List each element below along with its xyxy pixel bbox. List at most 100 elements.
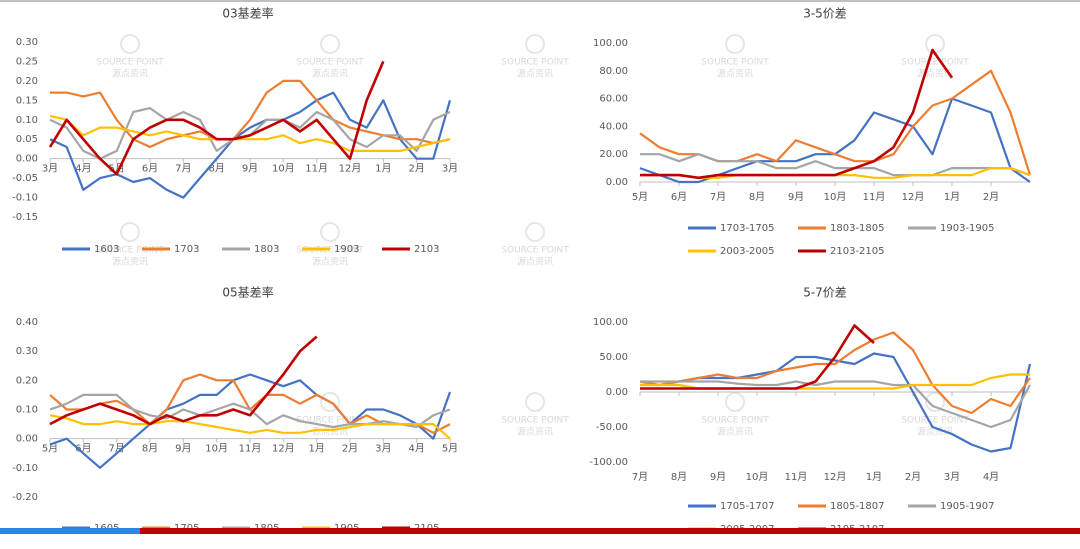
series-line (49, 114, 451, 152)
watermark: 源点资讯 (917, 427, 953, 438)
x-tick-label: 12月 (824, 471, 847, 483)
y-tick-label: 0.00 (16, 154, 38, 165)
y-tick-label: 0.00 (16, 434, 38, 445)
x-tick-label: 9月 (788, 191, 804, 203)
x-tick-label: 12月 (902, 191, 925, 203)
legend-label: 1805-1807 (830, 501, 885, 512)
watermark: 源点资讯 (312, 69, 348, 80)
x-tick-label: 8月 (671, 471, 687, 483)
watermark-logo (120, 34, 140, 54)
x-tick-label: 1月 (944, 191, 960, 203)
x-tick-label: 3月 (944, 471, 960, 483)
x-tick-label: 7月 (710, 191, 726, 203)
y-tick-label: 50.00 (599, 352, 628, 363)
y-tick-label: -50.00 (596, 422, 628, 433)
series-line (640, 380, 1031, 429)
watermark: SOURCE POINT (96, 246, 164, 256)
x-tick-label: 10月 (205, 443, 228, 455)
x-tick-label: 2月 (905, 471, 921, 483)
series-line (640, 48, 954, 180)
x-tick-label: 6月 (671, 191, 687, 203)
legend-label: 1803 (254, 244, 279, 255)
watermark: 源点资讯 (717, 427, 753, 438)
watermark: SOURCE POINT (96, 58, 164, 68)
y-tick-label: 0.30 (16, 37, 38, 48)
x-tick-label: 12月 (272, 443, 295, 455)
bottom-stripe-red (140, 528, 1080, 534)
x-tick-label: 8月 (142, 443, 158, 455)
x-tick-label: 3月 (42, 163, 58, 175)
watermark-logo (925, 392, 945, 412)
y-tick-label: 100.00 (593, 38, 628, 49)
x-tick-label: 9月 (710, 471, 726, 483)
x-tick-label: 4月 (983, 471, 999, 483)
legend-label: 1703 (174, 244, 199, 255)
y-tick-label: 40.00 (599, 121, 628, 132)
legend-label: 1803-1805 (830, 223, 885, 234)
y-tick-label: -0.10 (12, 463, 38, 474)
legend-label: 1705-1707 (720, 501, 775, 512)
x-tick-label: 10月 (746, 471, 769, 483)
x-tick-label: 6月 (142, 163, 158, 175)
legend-label: 1603 (94, 244, 119, 255)
watermark: 源点资讯 (312, 427, 348, 438)
x-tick-label: 7月 (175, 163, 191, 175)
legend-label: 2103-2105 (830, 246, 885, 257)
watermark: 源点资讯 (917, 69, 953, 80)
x-tick-label: 3月 (442, 163, 458, 175)
legend-label: 1703-1705 (720, 223, 775, 234)
x-tick-label: 1月 (866, 471, 882, 483)
watermark: SOURCE POINT (901, 58, 969, 68)
chart-title: 05基差率 (222, 285, 273, 300)
y-tick-label: 0.10 (16, 115, 38, 126)
y-tick-label: -100.00 (589, 457, 628, 468)
watermark-logo (320, 222, 340, 242)
y-tick-label: 0.00 (606, 387, 628, 398)
watermark: SOURCE POINT (501, 246, 569, 256)
watermark: SOURCE POINT (296, 246, 364, 256)
x-tick-label: 1月 (308, 443, 324, 455)
x-tick-label: 5月 (632, 191, 648, 203)
y-tick-label: 0.40 (16, 317, 38, 328)
watermark-logo (725, 392, 745, 412)
chart-title: 5-7价差 (803, 286, 847, 300)
x-tick-label: 2月 (342, 443, 358, 455)
series-line (48, 60, 385, 176)
y-tick-label: 0.30 (16, 346, 38, 357)
x-tick-label: 10月 (272, 163, 295, 175)
watermark: SOURCE POINT (501, 416, 569, 426)
y-tick-label: 0.20 (16, 76, 38, 87)
x-tick-label: 6月 (75, 443, 91, 455)
x-tick-label: 7月 (632, 471, 648, 483)
y-tick-label: 0.20 (16, 375, 38, 386)
watermark-logo (320, 392, 340, 412)
legend-label: 2103 (414, 244, 439, 255)
y-tick-label: -0.10 (12, 193, 38, 204)
y-tick-label: 0.05 (16, 134, 38, 145)
x-tick-label: 8月 (208, 163, 224, 175)
x-tick-label: 10月 (824, 191, 847, 203)
y-tick-label: -0.05 (12, 173, 38, 184)
x-tick-label: 9月 (242, 163, 258, 175)
series-line (49, 414, 451, 440)
top-border (0, 0, 1080, 2)
x-tick-label: 11月 (785, 471, 808, 483)
y-tick-label: -0.20 (12, 492, 38, 503)
y-tick-label: 0.15 (16, 95, 38, 106)
y-tick-label: 0.10 (16, 405, 38, 416)
watermark-logo (120, 222, 140, 242)
x-tick-label: 9月 (175, 443, 191, 455)
x-tick-label: 4月 (408, 443, 424, 455)
x-tick-label: 2月 (408, 163, 424, 175)
x-tick-label: 11月 (863, 191, 886, 203)
series-line (49, 393, 451, 429)
x-tick-label: 4月 (75, 163, 91, 175)
y-tick-label: 20.00 (599, 149, 628, 160)
legend-label: 2003-2005 (720, 246, 775, 257)
y-tick-label: 60.00 (599, 94, 628, 105)
x-tick-label: 5月 (442, 443, 458, 455)
series-line (640, 352, 1032, 453)
watermark-logo (525, 222, 545, 242)
series-line (639, 331, 1031, 415)
